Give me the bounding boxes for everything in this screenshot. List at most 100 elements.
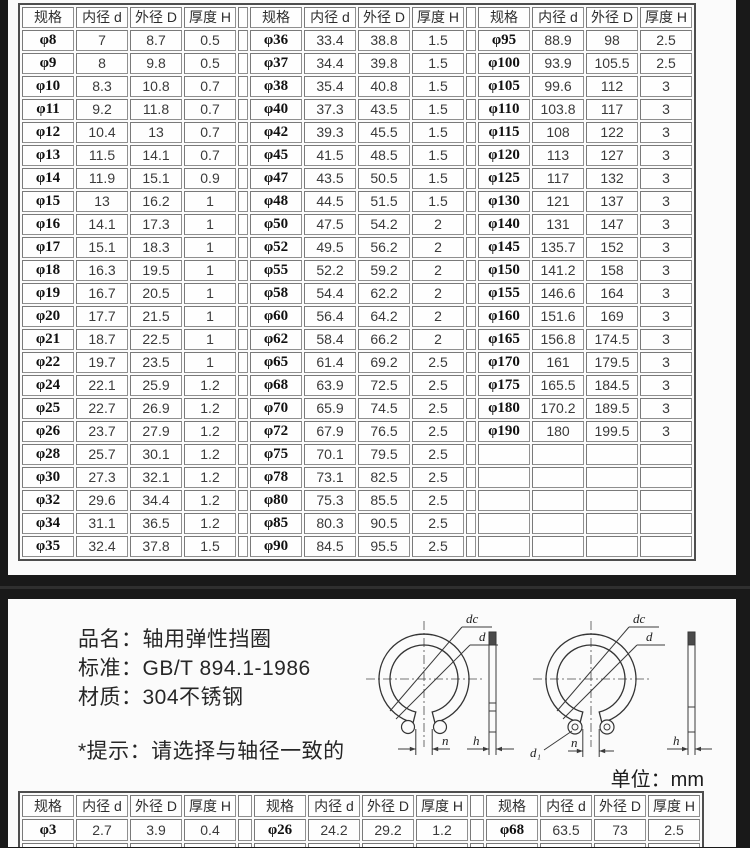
spacer-cell xyxy=(466,375,476,396)
unit-label: 单位：mm xyxy=(610,769,704,791)
table-row: φ20 17.7 21.5 1 φ60 56.4 64.2 2 φ160 151.6 169 3 xyxy=(22,306,692,327)
value-cell: 0.4 xyxy=(184,819,236,841)
value-cell: 43.5 xyxy=(358,99,410,120)
circlip-side-view-left: h xyxy=(467,631,514,755)
value-cell: 2.7 xyxy=(76,819,128,841)
value-cell: 141.2 xyxy=(532,260,584,281)
spec-cell xyxy=(254,843,306,847)
column-header: 规格 xyxy=(478,7,530,28)
value-cell: 146.6 xyxy=(532,283,584,304)
value-cell: 84.5 xyxy=(304,536,356,557)
spacer-cell xyxy=(238,30,248,51)
product-tip: *提示：请选择与轴径一致的 xyxy=(78,740,345,763)
spec-cell: φ13 xyxy=(22,145,74,166)
value-cell xyxy=(76,843,128,847)
spacer-cell xyxy=(238,843,252,847)
spacer-cell xyxy=(466,99,476,120)
value-cell: 180 xyxy=(532,421,584,442)
value-cell: 10.4 xyxy=(76,122,128,143)
value-cell: 67.9 xyxy=(304,421,356,442)
column-header: 厚度 H xyxy=(184,795,236,817)
value-cell: 3 xyxy=(640,398,692,419)
value-cell: 90.5 xyxy=(358,513,410,534)
spec-cell: φ155 xyxy=(478,283,530,304)
spacer-cell xyxy=(238,214,248,235)
value-cell: 33.4 xyxy=(304,30,356,51)
value-cell: 1 xyxy=(184,329,236,350)
header-row: 规格 内径 d 外径 D 厚度 H 规格 内径 d 外径 D 厚度 H 规格 内径 d 外径 D 厚度… xyxy=(22,7,692,28)
spacer-cell xyxy=(238,283,248,304)
value-cell: 199.5 xyxy=(586,421,638,442)
value-cell: 40.8 xyxy=(358,76,410,97)
value-cell: 131 xyxy=(532,214,584,235)
value-cell: 1 xyxy=(184,260,236,281)
value-cell: 1.5 xyxy=(412,191,464,212)
value-cell: 29.2 xyxy=(362,819,414,841)
column-header: 内径 d xyxy=(540,795,592,817)
value-cell: 51.5 xyxy=(358,191,410,212)
column-header: 规格 xyxy=(254,795,306,817)
value-cell: 26.9 xyxy=(130,398,182,419)
label-d: d xyxy=(479,629,486,644)
spacer-cell xyxy=(466,536,476,557)
spec-cell: φ120 xyxy=(478,145,530,166)
spacer-cell xyxy=(238,513,248,534)
value-cell: 18.3 xyxy=(130,237,182,258)
table-row xyxy=(22,843,700,847)
column-header: 规格 xyxy=(22,7,74,28)
value-cell: 35.4 xyxy=(304,76,356,97)
spec-cell: φ62 xyxy=(250,329,302,350)
spacer-cell xyxy=(470,795,484,817)
spec-cell xyxy=(478,467,530,488)
value-cell xyxy=(640,536,692,557)
bottom-table-wrap: 规格 内径 d 外径 D 厚度 H 规格 内径 d 外径 D 厚度 H 规格 内径 d 外径 D 厚度… xyxy=(18,791,704,847)
column-header: 外径 D xyxy=(358,7,410,28)
value-cell: 54.4 xyxy=(304,283,356,304)
spec-cell: φ32 xyxy=(22,490,74,511)
value-cell: 19.5 xyxy=(130,260,182,281)
spacer-cell xyxy=(466,260,476,281)
value-cell: 1.5 xyxy=(412,168,464,189)
value-cell: 164 xyxy=(586,283,638,304)
value-cell: 3 xyxy=(640,352,692,373)
value-cell: 2.5 xyxy=(412,444,464,465)
value-cell: 2.5 xyxy=(412,467,464,488)
value-cell xyxy=(586,490,638,511)
table-row: φ15 13 16.2 1 φ48 44.5 51.5 1.5 φ130 121 137 3 xyxy=(22,191,692,212)
spacer-cell xyxy=(466,237,476,258)
spec-cell: φ68 xyxy=(250,375,302,396)
value-cell: 37.3 xyxy=(304,99,356,120)
product-standard: 标准：GB/T 894.1-1986 xyxy=(78,657,311,680)
value-cell: 58.4 xyxy=(304,329,356,350)
label-n: n xyxy=(442,733,449,748)
spacer-cell xyxy=(466,490,476,511)
value-cell: 2.5 xyxy=(640,30,692,51)
value-cell xyxy=(540,843,592,847)
table-row: φ26 23.7 27.9 1.2 φ72 67.9 76.5 2.5 φ190 180 199.5… xyxy=(22,421,692,442)
table-row: φ25 22.7 26.9 1.2 φ70 65.9 74.5 2.5 φ180 170.2 189… xyxy=(22,398,692,419)
table-row: φ22 19.7 23.5 1 φ65 61.4 69.2 2.5 φ170 161 179.5 3 xyxy=(22,352,692,373)
value-cell: 95.5 xyxy=(358,536,410,557)
circlip-front-view-right: dc d d₁ n xyxy=(530,611,665,760)
value-cell: 88.9 xyxy=(532,30,584,51)
value-cell: 174.5 xyxy=(586,329,638,350)
spec-cell: φ45 xyxy=(250,145,302,166)
value-cell: 2.5 xyxy=(412,352,464,373)
value-cell: 189.5 xyxy=(586,398,638,419)
value-cell: 0.5 xyxy=(184,30,236,51)
value-cell: 7 xyxy=(76,30,128,51)
value-cell: 1 xyxy=(184,214,236,235)
spacer-cell xyxy=(238,467,248,488)
value-cell: 1.2 xyxy=(184,375,236,396)
value-cell: 127 xyxy=(586,145,638,166)
table-row: φ9 8 9.8 0.5 φ37 34.4 39.8 1.5 φ100 93.9 105.5 2.5 xyxy=(22,53,692,74)
value-cell: 161 xyxy=(532,352,584,373)
label-dc: dc xyxy=(633,611,646,626)
value-cell: 10.8 xyxy=(130,76,182,97)
value-cell: 52.2 xyxy=(304,260,356,281)
value-cell: 2.5 xyxy=(412,375,464,396)
product-info-text: 品名：轴用弹性挡圈 标准：GB/T 894.1-1986 材质：304不锈钢 *… xyxy=(78,625,345,766)
spec-cell: φ15 xyxy=(22,191,74,212)
table-row: φ8 7 8.7 0.5 φ36 33.4 38.8 1.5 φ95 88.9 98 2.5 xyxy=(22,30,692,51)
product-info-panel: 品名：轴用弹性挡圈 标准：GB/T 894.1-1986 材质：304不锈钢 *… xyxy=(8,599,736,847)
